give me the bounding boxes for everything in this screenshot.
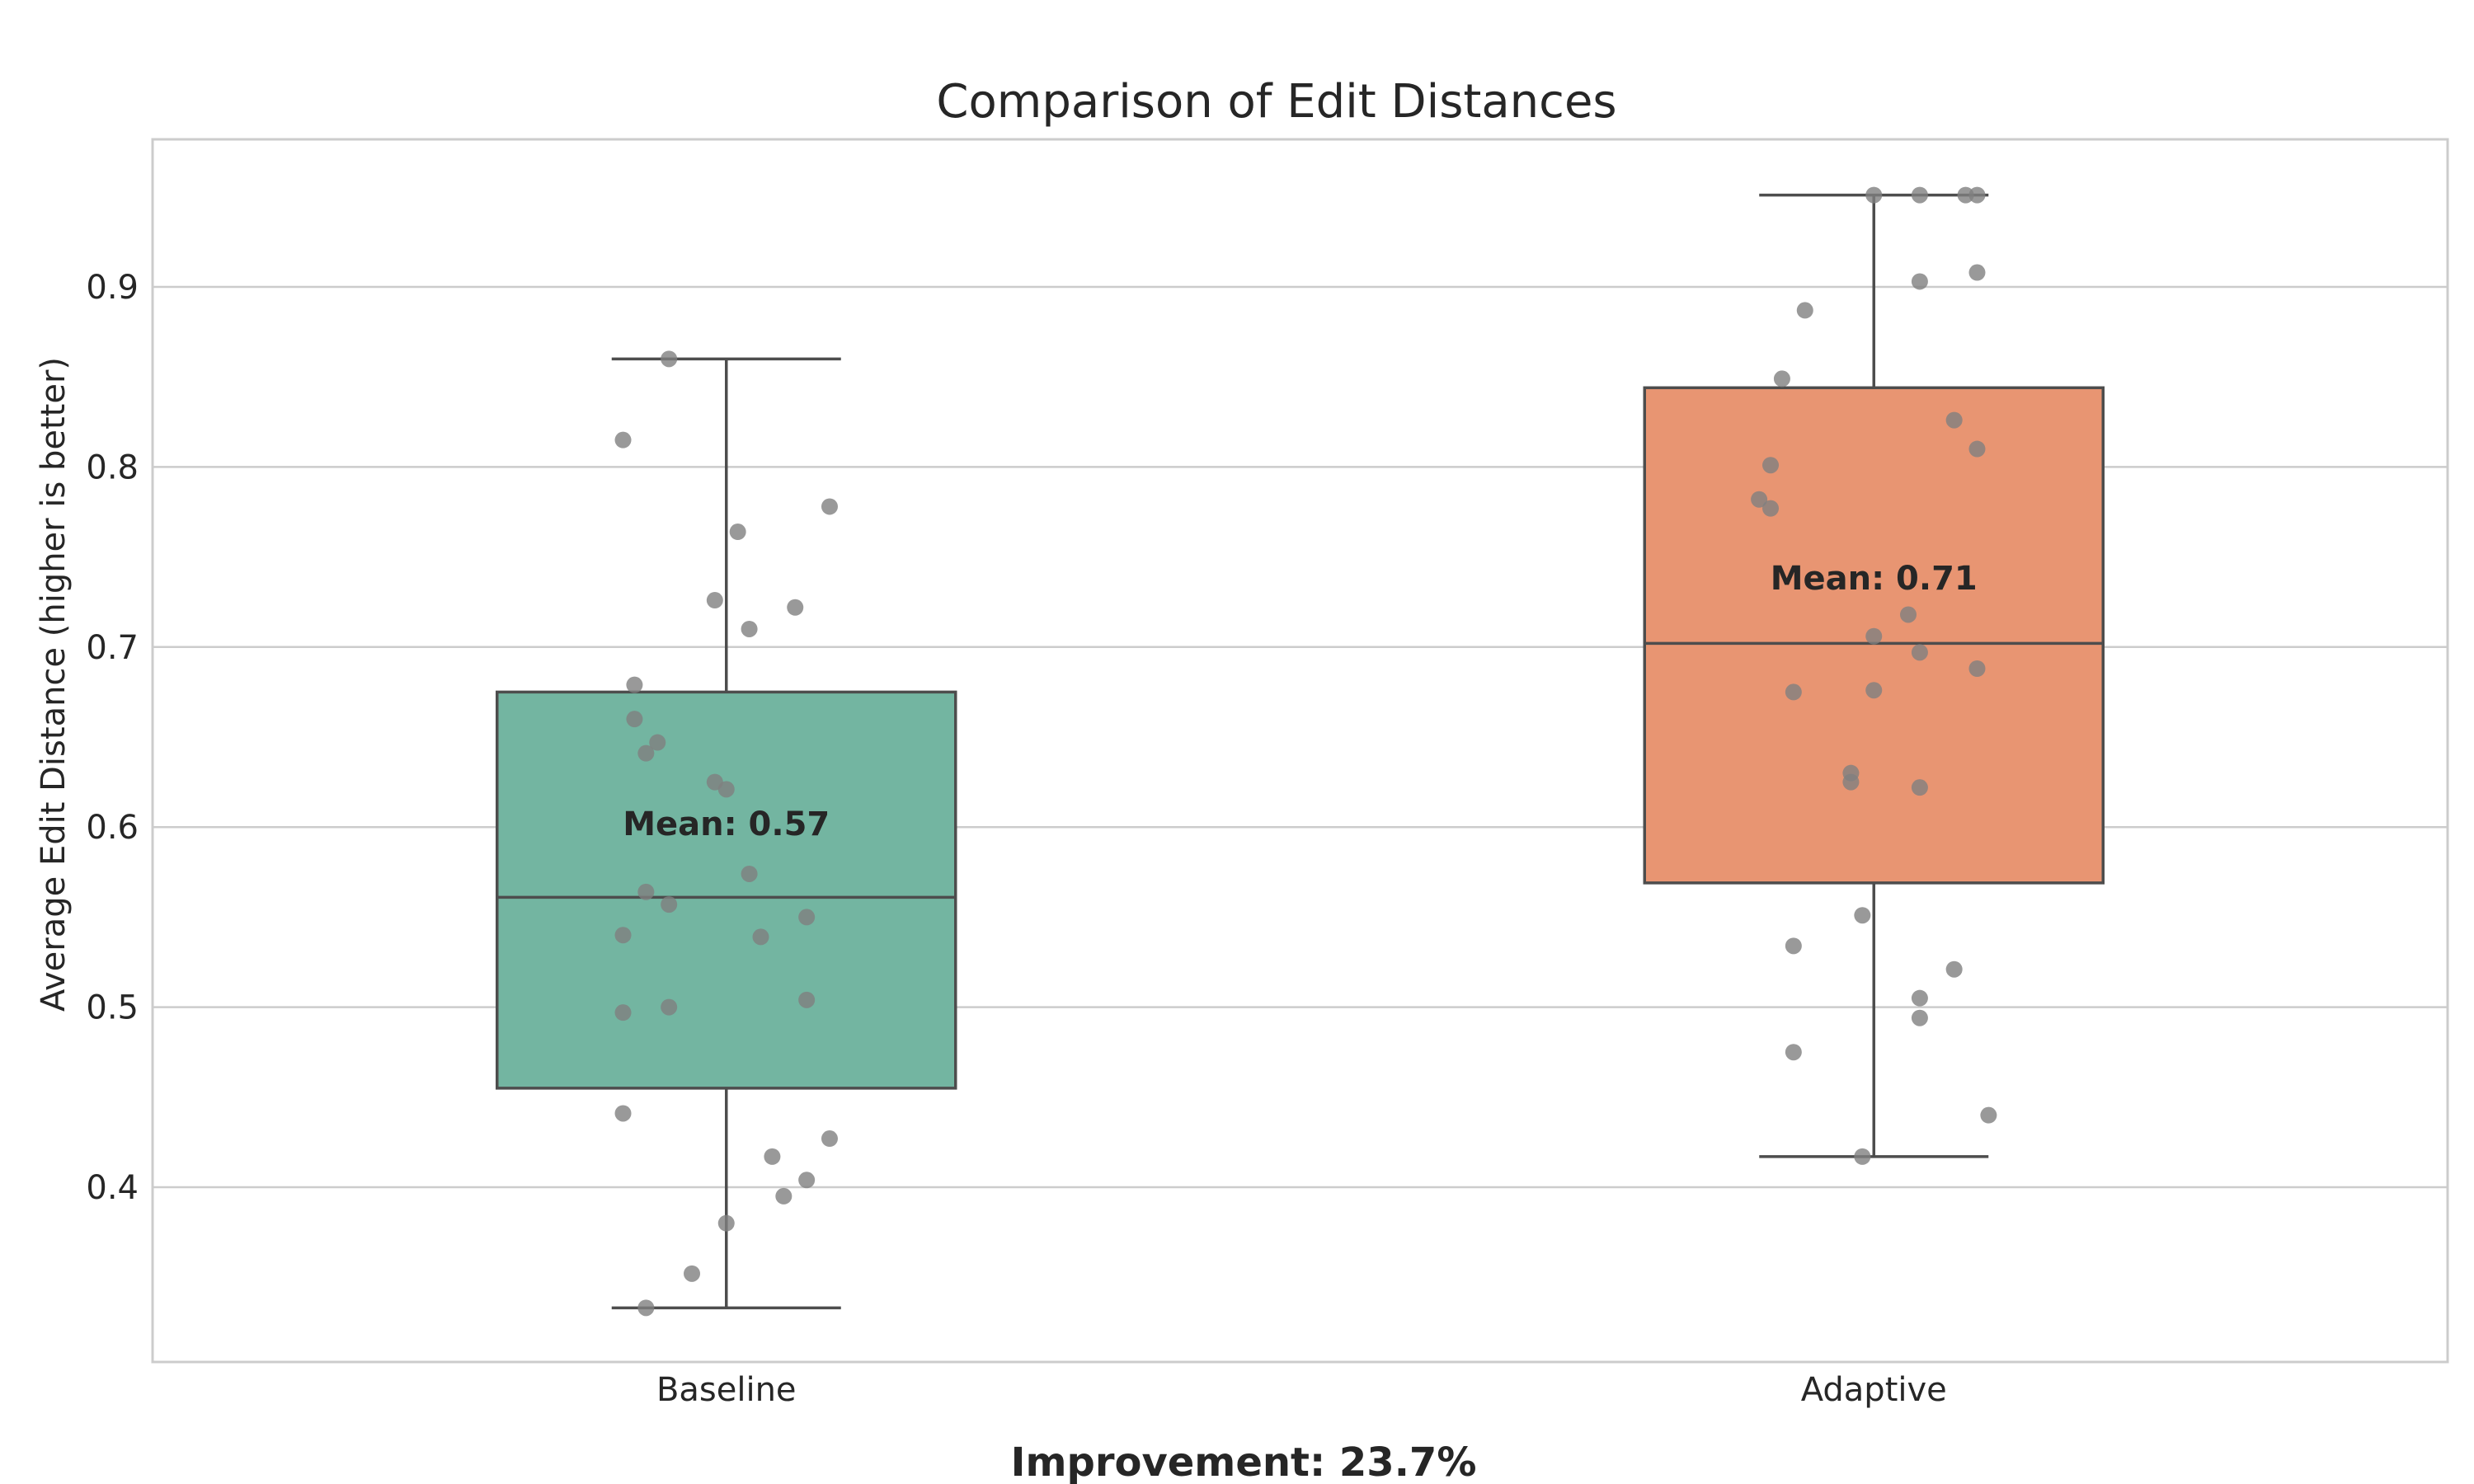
data-point xyxy=(717,781,735,798)
y-tick-label: 0.4 xyxy=(86,1169,139,1207)
data-point xyxy=(752,928,769,946)
data-point xyxy=(1911,989,1928,1007)
data-point xyxy=(1968,264,1986,281)
data-point xyxy=(798,1172,816,1189)
y-axis-label: Average Edit Distance (higher is better) xyxy=(35,357,73,1012)
data-point xyxy=(1854,907,1871,924)
data-point xyxy=(614,927,632,944)
data-point xyxy=(1957,186,1974,204)
data-point xyxy=(661,896,678,913)
y-tick-label: 0.8 xyxy=(86,448,139,486)
box-baseline xyxy=(496,690,957,1090)
data-point xyxy=(1911,186,1928,204)
data-point xyxy=(1751,491,1768,508)
data-point xyxy=(1899,606,1917,623)
data-point xyxy=(821,498,838,515)
x-tick-label: Baseline xyxy=(656,1371,797,1409)
data-point xyxy=(821,1130,838,1148)
data-point xyxy=(1968,440,1986,458)
data-point xyxy=(741,620,758,637)
data-point xyxy=(1762,500,1780,517)
data-point xyxy=(1785,1044,1802,1061)
data-point xyxy=(1911,273,1928,290)
x-tick-label: Adaptive xyxy=(1801,1371,1947,1409)
data-point xyxy=(1980,1106,1997,1124)
data-point xyxy=(1773,370,1790,387)
data-point xyxy=(614,431,632,448)
mean-labels: Mean: 0.57 Mean: 0.71 xyxy=(623,560,1978,843)
data-point xyxy=(787,599,804,616)
data-point xyxy=(717,1214,735,1232)
data-point xyxy=(661,998,678,1016)
data-point xyxy=(626,676,643,693)
data-point xyxy=(684,1265,701,1282)
data-point xyxy=(1854,1148,1871,1165)
data-point xyxy=(764,1148,781,1165)
data-point xyxy=(1842,773,1860,791)
y-tick-label: 0.5 xyxy=(86,989,139,1027)
data-point xyxy=(729,524,746,541)
mean-label: Mean: 0.57 xyxy=(623,805,830,843)
data-point xyxy=(1796,302,1813,319)
data-point xyxy=(1945,960,1963,978)
data-point xyxy=(1865,627,1883,645)
improvement-footer: Improvement: 23.7% xyxy=(1011,1439,1477,1484)
data-point xyxy=(798,909,816,926)
mean-label: Mean: 0.71 xyxy=(1771,560,1978,598)
y-tick-labels: 0.4 0.5 0.6 0.7 0.8 0.9 xyxy=(86,269,139,1207)
data-point xyxy=(775,1187,793,1205)
x-tick-labels: Baseline Adaptive xyxy=(656,1371,1947,1409)
data-point xyxy=(1945,411,1963,429)
y-tick-label: 0.9 xyxy=(86,269,139,307)
data-point xyxy=(1911,1009,1928,1026)
data-point xyxy=(1762,457,1780,474)
data-point xyxy=(637,744,655,762)
data-point xyxy=(1865,682,1883,699)
data-point xyxy=(637,883,655,900)
data-point xyxy=(1968,660,1986,678)
data-point xyxy=(1785,937,1802,955)
y-tick-label: 0.6 xyxy=(86,809,139,847)
y-tick-label: 0.7 xyxy=(86,629,139,667)
data-point xyxy=(1911,644,1928,661)
data-point xyxy=(661,350,678,368)
plot-frame xyxy=(151,138,2449,1364)
data-point xyxy=(1785,683,1802,701)
data-point xyxy=(798,991,816,1008)
chart-title: Comparison of Edit Distances xyxy=(936,75,1616,129)
data-points xyxy=(614,186,1997,1317)
boxes xyxy=(496,193,2105,1310)
data-point xyxy=(1968,186,1986,204)
data-point xyxy=(637,1299,655,1317)
data-point xyxy=(741,865,758,882)
data-point xyxy=(614,1004,632,1021)
data-point xyxy=(1911,779,1928,796)
data-point xyxy=(1865,186,1883,204)
data-point xyxy=(706,592,723,609)
data-point xyxy=(614,1105,632,1122)
data-point xyxy=(649,734,666,751)
data-point xyxy=(626,711,643,728)
